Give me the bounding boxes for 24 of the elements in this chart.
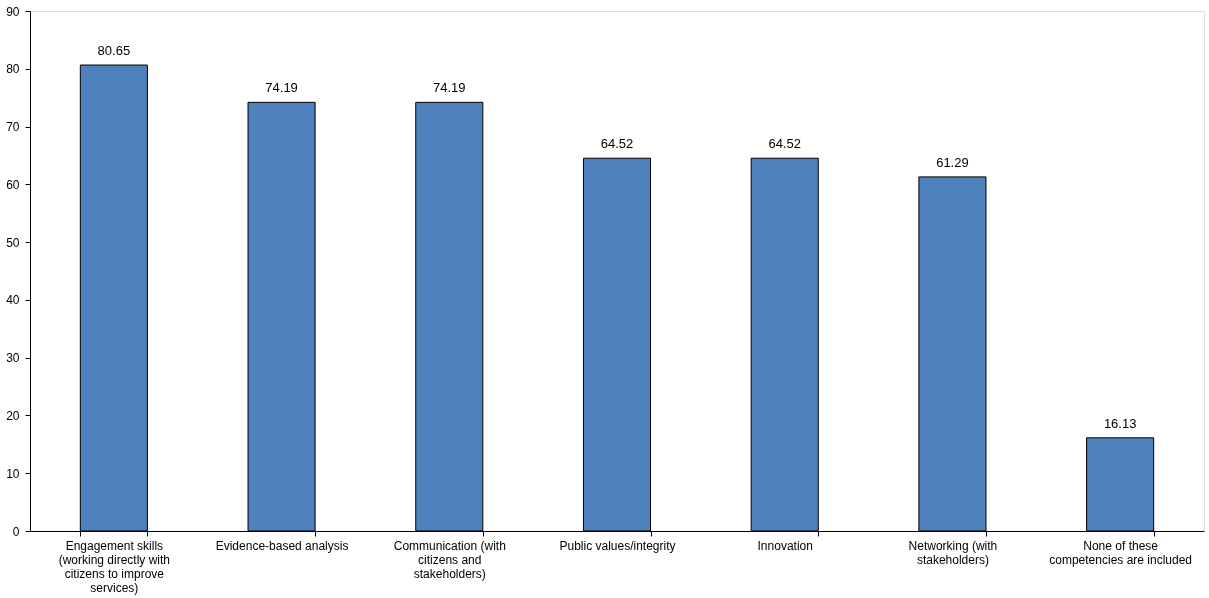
x-tick-label: None of these competencies are included <box>1049 538 1193 567</box>
x-tick-label: Public values/integrity <box>559 538 676 553</box>
data-label: 74.19 <box>265 80 298 96</box>
y-tick-label: 60 <box>6 177 20 192</box>
data-label: 64.52 <box>600 136 634 152</box>
x-tick-label: Evidence-based analysis <box>215 538 349 553</box>
y-tick-label: 50 <box>6 235 20 250</box>
data-label: 64.52 <box>768 136 801 152</box>
y-tick-label: 70 <box>6 120 20 135</box>
x-tick-label: Engagement skills (working directly with citizens to improve services) <box>58 538 171 595</box>
y-tick-label: 20 <box>6 408 20 423</box>
y-tick-label: 0 <box>12 524 20 539</box>
y-tick-label: 80 <box>6 62 20 77</box>
y-tick-label: 10 <box>6 466 20 481</box>
data-label: 74.19 <box>433 80 466 96</box>
y-tick-label: 40 <box>6 293 20 308</box>
data-label: 80.65 <box>97 43 131 59</box>
x-tick-label: Communication (with citizens and stakeholders) <box>393 538 506 581</box>
x-tick-label: Innovation <box>757 538 813 553</box>
y-tick-label: 30 <box>6 351 20 366</box>
y-tick-label: 90 <box>6 4 20 19</box>
data-label: 61.29 <box>936 154 969 170</box>
data-label: 16.13 <box>1103 415 1137 431</box>
x-tick-label: Networking (with stakeholders) <box>908 538 998 567</box>
